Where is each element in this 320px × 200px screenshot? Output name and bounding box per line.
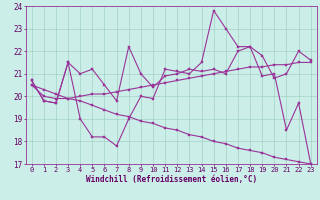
X-axis label: Windchill (Refroidissement éolien,°C): Windchill (Refroidissement éolien,°C) — [86, 175, 257, 184]
